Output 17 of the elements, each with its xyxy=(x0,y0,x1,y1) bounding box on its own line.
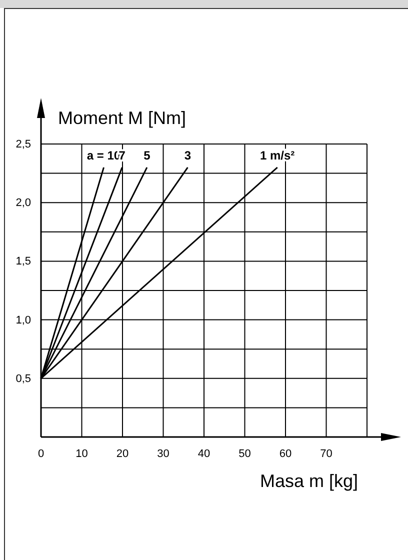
x-tick-label: 40 xyxy=(198,448,210,460)
y-tick-label: 2,5 xyxy=(16,138,31,151)
x-tick-label: 20 xyxy=(116,448,129,460)
x-tick-label: 60 xyxy=(279,448,292,460)
y-tick-label: 1,0 xyxy=(16,314,31,326)
y-tick-label: 1,5 xyxy=(16,256,31,268)
x-tick-label: 50 xyxy=(238,448,251,460)
y-axis-title: Moment M [Nm] xyxy=(58,108,186,128)
x-tick-label: 30 xyxy=(157,448,170,460)
y-tick-label: 2,0 xyxy=(16,197,31,210)
y-tick-label: 0,5 xyxy=(16,372,31,385)
x-tick-label: 70 xyxy=(320,448,332,460)
series-label: 5 xyxy=(144,148,151,162)
x-axis-title: Masa m [kg] xyxy=(260,471,358,491)
series-label: 3 xyxy=(184,148,192,162)
x-tick-label: 0 xyxy=(38,448,44,460)
x-tick-label: 10 xyxy=(76,448,88,460)
